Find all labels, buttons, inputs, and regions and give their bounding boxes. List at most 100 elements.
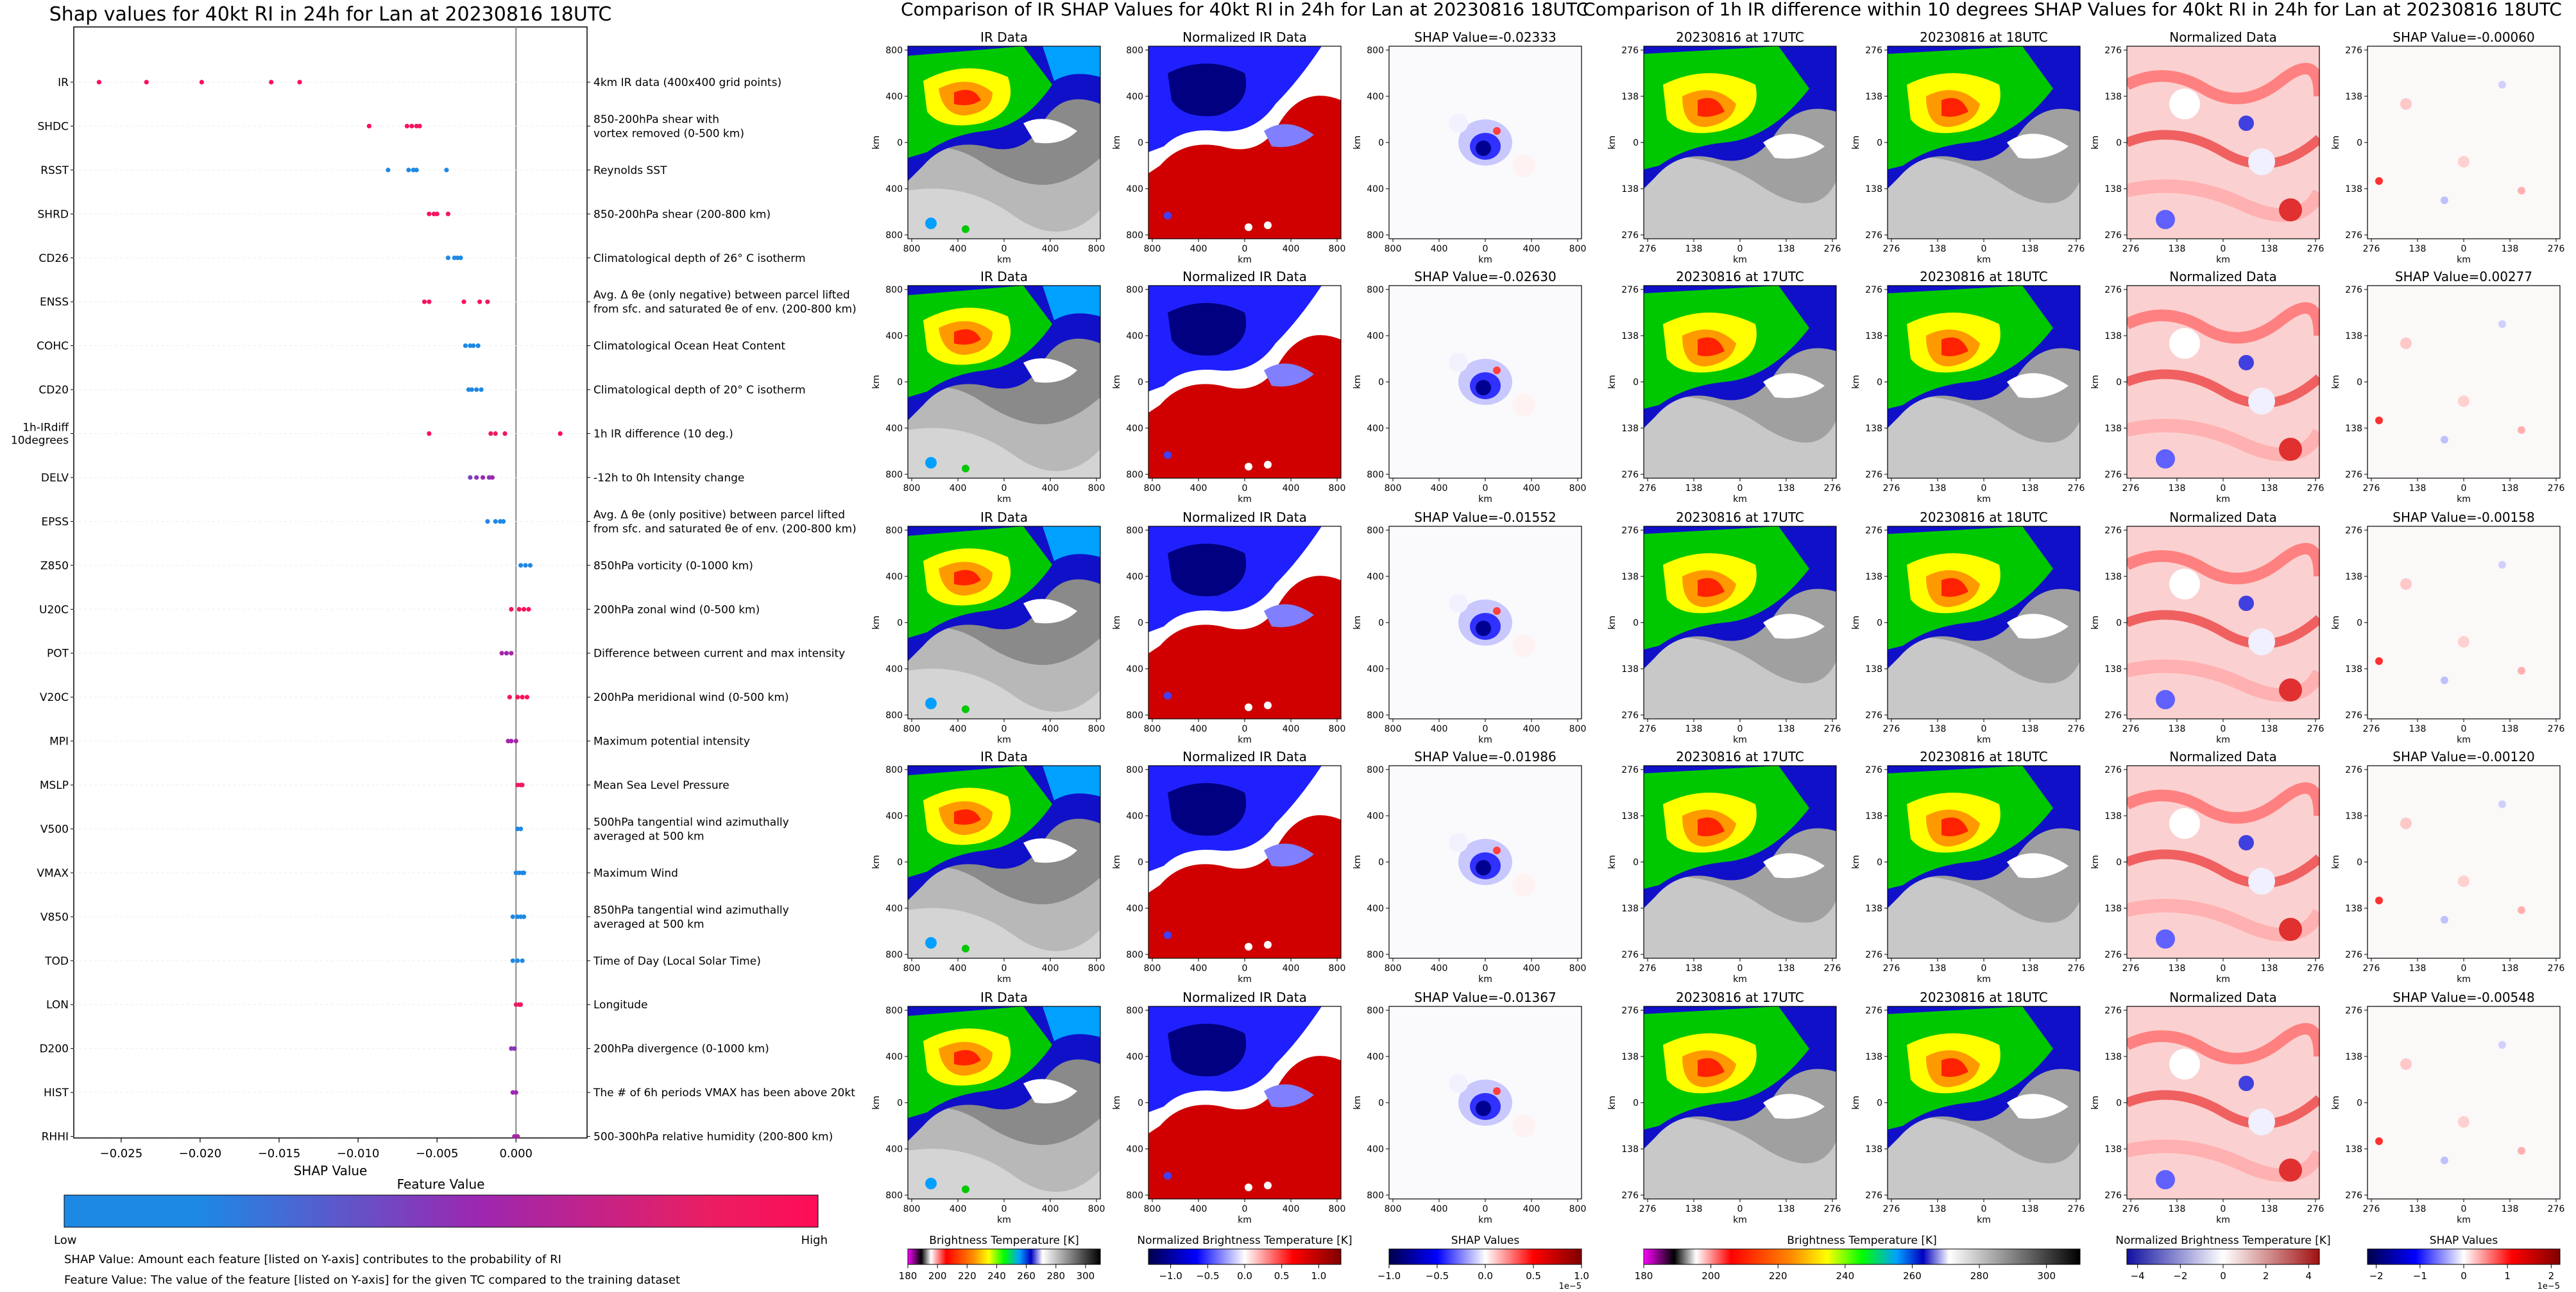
panel-x-tick-label: 276	[1883, 244, 1900, 254]
panel-y-tick-label: 800	[885, 950, 903, 960]
panel-x-tick-label: 400	[950, 483, 967, 494]
panel-y-tick-label: 800	[1367, 46, 1384, 56]
shap-point	[498, 519, 503, 524]
panel-x-tick-label: 800	[903, 724, 921, 734]
panel-y-tick-label: 800	[1367, 526, 1384, 536]
panel-y-axis-label: km	[2331, 135, 2341, 150]
shap-point	[471, 343, 476, 349]
panel-y-tick-label: 400	[885, 811, 903, 822]
panel-x-tick-label: 138	[1929, 724, 1947, 734]
panel-y-tick-label: 138	[2104, 1144, 2122, 1155]
panel-y-tick-label: 400	[1367, 572, 1384, 582]
panel-y-tick-label: 138	[1621, 92, 1639, 102]
colorbar	[1148, 1248, 1342, 1265]
panel-y-tick-label: 400	[1367, 92, 1384, 102]
x-tick-label: −0.020	[179, 1147, 222, 1160]
shap-point	[486, 475, 491, 480]
panel-x-tick-label: 276	[2068, 963, 2085, 974]
panel-image	[1388, 46, 1582, 239]
panel-image	[1148, 526, 1342, 719]
panel-x-axis-label: km	[1977, 255, 1991, 265]
colorbar-title: Feature Value	[397, 1176, 485, 1192]
panel-y-tick-label: 138	[1865, 184, 1882, 194]
panel-x-tick-label: 400	[1283, 963, 1300, 974]
panel-y-tick-label: 276	[2104, 230, 2122, 241]
panel-title: 20230816 at 18UTC	[1920, 269, 2048, 284]
panel-y-tick-label: 138	[1621, 424, 1639, 434]
panel-y-tick-label: 400	[885, 424, 903, 434]
panel-y-tick-label: 0	[2116, 377, 2122, 388]
colorbar-tick-label: 0.0	[1478, 1270, 1493, 1282]
colorbar	[907, 1248, 1101, 1265]
panel-x-tick-label: 138	[2409, 244, 2427, 254]
feature-description-label: Longitude	[593, 999, 648, 1012]
panel-y-tick-label: 276	[2104, 1006, 2122, 1016]
colorbar-label: Normalized Brightness Temperature [K]	[1137, 1234, 1352, 1247]
panel-y-tick-label: 400	[1126, 1052, 1143, 1062]
plot-frame	[73, 26, 588, 1139]
panel-y-tick-label: 0	[897, 1098, 903, 1108]
panel-y-tick-label: 0	[1633, 1098, 1639, 1108]
panel-x-tick-label: 138	[2022, 483, 2039, 494]
panel-y-tick-label: 138	[2345, 92, 2362, 102]
feature-name-label: ENSS	[40, 296, 69, 309]
panel-x-axis-label: km	[1478, 974, 1492, 985]
panel-y-tick-label: 400	[1126, 664, 1143, 675]
panel-y-tick-label: 0	[1633, 377, 1639, 388]
panel-y-axis-label: km	[1607, 855, 1617, 869]
panel-y-tick-label: 276	[2345, 1191, 2362, 1201]
feature-description-label: 200hPa meridional wind (0-500 km)	[593, 691, 789, 704]
panel-y-tick-label: 800	[1126, 470, 1143, 480]
colorbar-tick-label: 2	[2263, 1270, 2269, 1282]
panel-x-tick-label: 138	[2022, 1204, 2039, 1214]
panel-x-tick-label: 276	[2548, 483, 2565, 494]
panel-y-tick-label: 0	[2357, 377, 2362, 388]
panel-x-tick-label: 138	[2022, 724, 2039, 734]
panel-y-tick-label: 276	[1865, 1006, 1882, 1016]
x-tick-label: −0.015	[258, 1147, 301, 1160]
panel-title: SHAP Value=-0.01986	[1414, 749, 1556, 764]
colorbar-tick-label: 200	[1702, 1270, 1720, 1282]
panel-y-tick-label: 138	[1865, 572, 1882, 582]
panel-x-tick-label: 276	[1883, 483, 1900, 494]
feature-name-label: RSST	[40, 164, 69, 177]
panel-x-tick-label: 138	[2409, 724, 2427, 734]
panel-x-tick-label: 400	[1190, 1204, 1207, 1214]
shap-point	[518, 826, 524, 832]
panel-y-tick-label: 400	[1126, 904, 1143, 914]
panel-x-tick-label: 138	[1778, 483, 1795, 494]
shap-point	[468, 475, 473, 480]
panel-x-tick-label: 800	[1385, 244, 1402, 254]
panel-x-tick-label: 0	[2221, 1204, 2226, 1214]
panel-image	[1887, 285, 2081, 479]
shap-point	[469, 387, 474, 392]
panel-x-tick-label: 138	[1685, 483, 1703, 494]
panel-y-axis-label: km	[1851, 1096, 1861, 1110]
panel-x-axis-label: km	[1977, 974, 1991, 985]
panel-title: Normalized Data	[2169, 269, 2277, 284]
panel-y-tick-label: 276	[1621, 470, 1639, 480]
shap-point	[520, 694, 525, 700]
shap-point	[386, 168, 391, 173]
note-shap-value: SHAP Value: Amount each feature [listed …	[64, 1253, 561, 1266]
colorbar-label: Brightness Temperature [K]	[929, 1234, 1079, 1247]
panel-x-tick-label: 138	[1685, 963, 1703, 974]
panel-x-tick-label: 0	[2221, 483, 2226, 494]
panel-image	[2367, 765, 2561, 959]
shap-point	[444, 168, 449, 173]
panel-x-tick-label: 0	[2461, 1204, 2467, 1214]
shap-point	[509, 607, 514, 612]
panel-x-tick-label: 138	[2409, 1204, 2427, 1214]
panel-y-axis-label: km	[1112, 375, 1122, 389]
panel-x-tick-label: 400	[1283, 483, 1300, 494]
panel-x-axis-label: km	[1238, 255, 1252, 265]
panel-x-tick-label: 400	[950, 244, 967, 254]
panel-x-tick-label: 276	[2363, 1204, 2380, 1214]
feature-name-label: 1h-IRdiff	[22, 422, 69, 435]
panel-y-tick-label: 800	[1367, 285, 1384, 295]
panel-x-tick-label: 400	[1190, 483, 1207, 494]
panel-title: SHAP Value=-0.01367	[1414, 990, 1556, 1005]
panel-y-tick-label: 800	[1367, 711, 1384, 721]
shap-point	[474, 387, 479, 392]
shap-point	[445, 255, 450, 261]
